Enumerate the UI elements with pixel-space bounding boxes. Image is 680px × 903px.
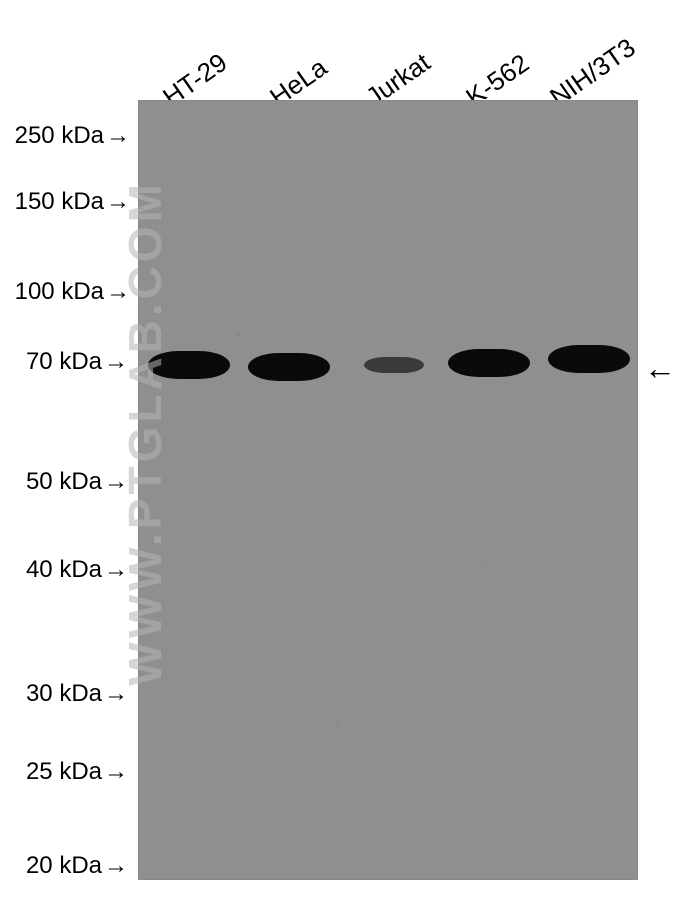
mw-marker: 30 kDa→: [0, 680, 128, 708]
mw-value: 25 kDa: [26, 758, 102, 785]
arrow-right-icon: →: [104, 556, 128, 584]
mw-value: 20 kDa: [26, 852, 102, 879]
arrow-right-icon: →: [104, 348, 128, 376]
arrow-right-icon: →: [104, 758, 128, 786]
lane: [339, 101, 439, 879]
lane: [239, 101, 339, 879]
arrow-right-icon: →: [104, 852, 128, 880]
mw-marker: 150 kDa→: [0, 188, 130, 216]
western-blot-figure: HT-29 HeLa Jurkat K-562 NIH/3T3 250 kDa→…: [0, 0, 680, 903]
lane: [539, 101, 639, 879]
arrow-right-icon: →: [104, 468, 128, 496]
mw-marker: 25 kDa→: [0, 758, 128, 786]
lane-labels-row: HT-29 HeLa Jurkat K-562 NIH/3T3: [0, 0, 680, 100]
mw-value: 40 kDa: [26, 556, 102, 583]
mw-marker: 70 kDa→: [0, 348, 128, 376]
mw-marker: 250 kDa→: [0, 122, 130, 150]
protein-band: [148, 351, 230, 379]
mw-marker: 50 kDa→: [0, 468, 128, 496]
arrow-right-icon: →: [106, 122, 130, 150]
protein-band: [248, 353, 330, 381]
mw-marker: 40 kDa→: [0, 556, 128, 584]
arrow-right-icon: →: [106, 188, 130, 216]
target-band-arrow-icon: ←: [644, 352, 676, 384]
lane: [439, 101, 539, 879]
lane: [139, 101, 239, 879]
mw-value: 70 kDa: [26, 348, 102, 375]
arrow-right-icon: →: [104, 680, 128, 708]
mw-value: 50 kDa: [26, 468, 102, 495]
mw-value: 100 kDa: [15, 278, 104, 305]
mw-value: 30 kDa: [26, 680, 102, 707]
protein-band: [448, 349, 530, 377]
protein-band: [548, 345, 630, 373]
mw-marker: 20 kDa→: [0, 852, 128, 880]
mw-marker: 100 kDa→: [0, 278, 130, 306]
mw-value: 250 kDa: [15, 122, 104, 149]
protein-band: [364, 357, 424, 373]
mw-value: 150 kDa: [15, 188, 104, 215]
blot-membrane: [138, 100, 638, 880]
arrow-right-icon: →: [106, 278, 130, 306]
